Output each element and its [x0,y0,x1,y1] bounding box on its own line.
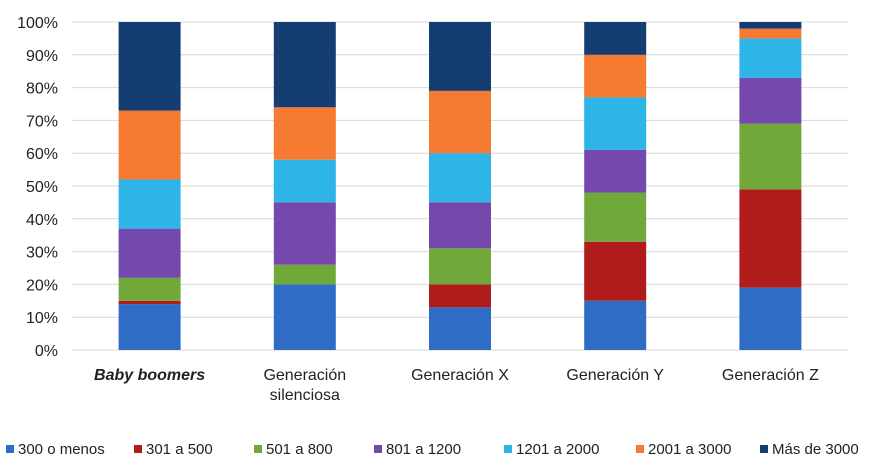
bar-segment [429,153,491,203]
legend-swatch [760,445,768,453]
bar-segment [118,179,181,229]
bar-segment [584,300,647,350]
bar-segment [584,97,647,150]
legend-label: 501 a 800 [266,440,333,458]
legend-swatch [134,445,142,453]
legend-item: 2001 a 3000 [636,441,760,458]
bar-segment [118,300,181,305]
bar-segment [739,77,802,124]
stacked-bar-chart: 0% 10% 20% 30% 40% 50% 60% 70% 80% 90% 100% Baby b… [17,15,848,404]
bar-segment [584,241,647,301]
bar-segment [429,90,491,154]
bar-segment [739,123,802,190]
bar-segment [273,202,336,265]
legend-label: Más de 3000 [772,440,859,458]
bar-segment [584,149,647,193]
y-tick-label: 40% [26,212,58,229]
bar-segment [429,248,491,285]
legend-swatch [6,445,14,453]
legend-label: 1201 a 2000 [516,440,600,458]
x-category-label: Generación [263,367,346,384]
y-tick-label: 50% [26,179,58,196]
x-category-label: Baby boomers [94,367,205,384]
legend-swatch [636,445,644,453]
legend-swatch [254,445,262,453]
bar-segment [118,277,181,301]
bar-segment [584,192,647,242]
bar-segment [739,22,802,29]
legend-item: Más de 3000 [760,441,884,458]
y-tick-label: 100% [17,15,58,32]
y-tick-label: 10% [26,310,58,327]
bar-segment [739,28,802,39]
y-tick-label: 20% [26,277,58,294]
legend-label: 801 a 1200 [386,440,462,458]
y-axis-ticks: 0% 10% 20% 30% 40% 50% 60% 70% 80% 90% 100% [17,15,58,360]
legend-item: 1201 a 2000 [504,441,636,458]
legend-label: 301 a 500 [146,440,213,458]
bar-segment [584,22,647,55]
legend-item: 301 a 500 [134,441,254,458]
bar-segment [273,284,336,350]
y-tick-label: 30% [26,245,58,262]
bar-segment [739,38,802,78]
x-category-label: Generación Z [722,367,819,384]
x-axis-labels: Baby boomers Generación silenciosa Generaci… [94,367,819,404]
legend-label: 2001 a 3000 [648,440,732,458]
bar-segment [273,107,336,160]
bar-segment [118,22,181,111]
bar-segment [739,287,802,350]
bar-segment [118,110,181,180]
bars [118,22,802,350]
bar-segment [429,284,491,308]
legend-swatch [504,445,512,453]
y-tick-label: 80% [26,81,58,98]
bar-segment [273,159,336,203]
bar-segment [429,202,491,249]
y-tick-label: 90% [26,48,58,65]
y-tick-label: 0% [35,343,58,360]
legend-item: 801 a 1200 [374,441,504,458]
legend-label: 300 o menos [18,440,105,458]
bar-segment [118,304,181,350]
legend-swatch [374,445,382,453]
legend: 300 o menos 301 a 500 501 a 800 801 a 1200 1… [6,437,884,461]
bar-segment [273,22,336,108]
bar-segment [429,22,491,91]
x-category-label: Generación X [411,367,509,384]
bar-segment [273,264,336,285]
y-tick-label: 60% [26,146,58,163]
x-category-label: Generación Y [566,367,664,384]
legend-item: 300 o menos [6,441,134,458]
x-category-label: silenciosa [270,387,340,404]
bar-segment [429,307,491,350]
legend-item: 501 a 800 [254,441,374,458]
bar-segment [118,228,181,278]
y-tick-label: 70% [26,113,58,130]
bar-segment [739,189,802,288]
bar-segment [584,54,647,98]
